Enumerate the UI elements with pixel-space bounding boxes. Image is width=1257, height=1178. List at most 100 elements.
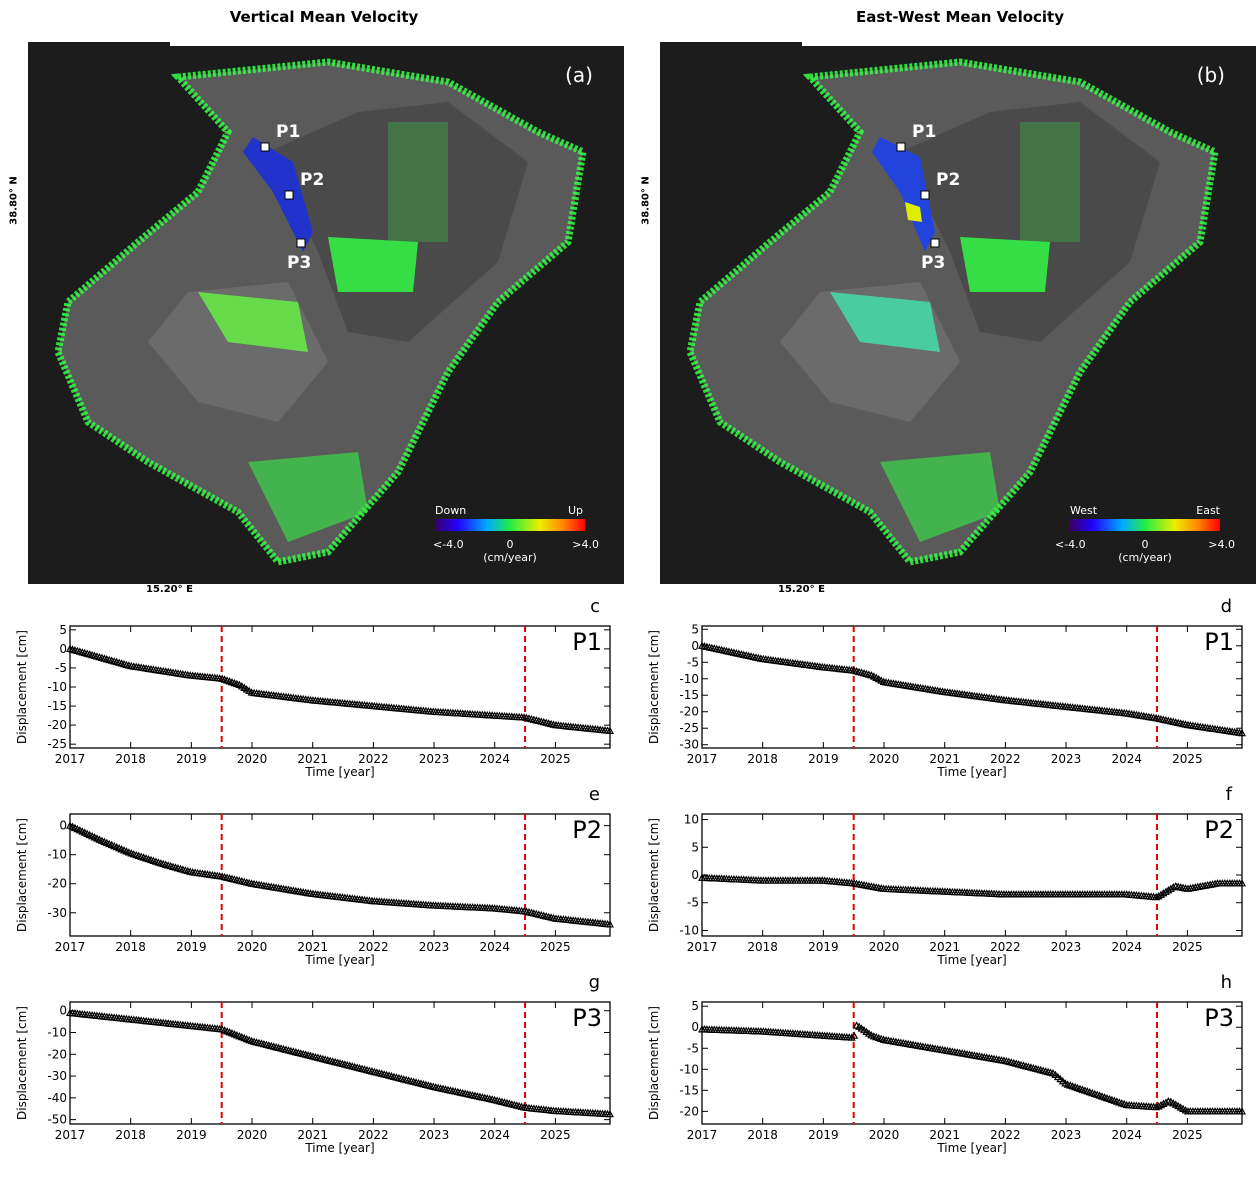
point-marker-p2: P2	[920, 170, 960, 200]
colorbar-mid-label: 0	[507, 538, 514, 551]
x-tick-label: 2019	[176, 940, 207, 954]
data-series	[697, 1021, 1247, 1115]
panel-letter: e	[589, 786, 600, 805]
x-tick-label: 2021	[929, 1128, 960, 1142]
y-tick-label: -5	[687, 655, 699, 669]
data-point	[1237, 879, 1247, 887]
point-label: P2	[572, 816, 602, 844]
y-tick-label: -20	[679, 1104, 699, 1118]
x-tick-label: 2020	[869, 940, 900, 954]
x-tick-label: 2022	[990, 940, 1021, 954]
y-tick-label: -25	[47, 737, 67, 751]
y-tick-label: 5	[59, 623, 67, 637]
point-label: P1	[572, 628, 602, 656]
x-tick-label: 2022	[358, 752, 389, 766]
y-axis-label: Displacement [cm]	[647, 818, 661, 932]
x-axis-label: Time [year]	[304, 953, 374, 967]
y-tick-label: -15	[679, 688, 699, 702]
x-tick-label: 2020	[869, 752, 900, 766]
y-tick-label: 0	[59, 642, 67, 656]
x-tick-label: 2020	[237, 1128, 268, 1142]
y-tick-label: -30	[47, 906, 67, 920]
point-marker-p2: P2	[284, 170, 324, 200]
y-tick-label: 5	[691, 622, 699, 636]
data-point	[1237, 728, 1247, 737]
point-label: P1	[912, 122, 936, 142]
y-axis-label: Displacement [cm]	[647, 630, 661, 744]
x-tick-label: 2025	[1172, 940, 1203, 954]
data-point	[605, 920, 615, 928]
y-axis-label: Displacement [cm]	[15, 1006, 29, 1120]
x-tick-label: 2022	[358, 940, 389, 954]
x-tick-label: 2018	[115, 752, 146, 766]
x-tick-label: 2019	[176, 1128, 207, 1142]
colorbar: West East <-4.0 0 >4.0 (cm/year)	[1055, 504, 1235, 564]
y-tick-label: -15	[47, 699, 67, 713]
x-axis-label: Time [year]	[936, 765, 1006, 779]
x-tick-label: 2021	[297, 752, 328, 766]
x-tick-label: 2022	[990, 752, 1021, 766]
data-series	[65, 644, 615, 734]
colorbar-gradient	[1070, 519, 1220, 531]
y-tick-label: -5	[55, 661, 67, 675]
y-tick-label: 0	[59, 819, 67, 833]
x-tick-label: 2018	[115, 940, 146, 954]
y-tick-label: 10	[684, 813, 699, 827]
data-series	[65, 821, 615, 928]
y-tick-label: 0	[59, 1004, 67, 1018]
y-tick-label: -20	[47, 1047, 67, 1061]
plot-frame	[69, 625, 611, 749]
map-b-lon-label: 15.20° E	[778, 584, 825, 595]
x-axis-label: Time [year]	[936, 1141, 1006, 1155]
point-label: P3	[921, 253, 945, 273]
colorbar-left-label: Down	[435, 504, 466, 517]
timeseries-h: h 2017 2018 2019 2020 2021 2022 2023 2024 2025 5 0 -…	[647, 974, 1247, 1155]
x-tick-label: 2025	[540, 940, 571, 954]
x-tick-label: 2023	[419, 752, 450, 766]
y-tick-label: -20	[47, 877, 67, 891]
x-tick-label: 2017	[687, 752, 718, 766]
point-label: P1	[1204, 628, 1234, 656]
colorbar-unit: (cm/year)	[483, 551, 537, 564]
x-tick-label: 2017	[687, 1128, 718, 1142]
data-point	[847, 1033, 856, 1041]
colorbar-unit: (cm/year)	[1118, 551, 1172, 564]
subsidence-zone	[243, 137, 313, 252]
x-tick-label: 2023	[1051, 940, 1082, 954]
y-tick-label: 5	[691, 999, 699, 1013]
point-label: P3	[572, 1004, 602, 1032]
point-label: P2	[1204, 816, 1234, 844]
timeseries-c: c 2017 2018 2019 2020 2021 2022 2023 2024 2025 5 0 -…	[15, 598, 615, 779]
panel-label: (b)	[1197, 63, 1225, 87]
y-axis-label: Displacement [cm]	[15, 630, 29, 744]
colorbar-gradient	[435, 519, 585, 531]
x-axis-label: Time [year]	[304, 1141, 374, 1155]
y-tick-label: -10	[679, 672, 699, 686]
x-tick-label: 2019	[808, 1128, 839, 1142]
point-marker-p3: P3	[287, 238, 311, 273]
x-tick-label: 2018	[747, 940, 778, 954]
map-panel-a: (a) P1 P2 P3 Down Up <-4.0 0 >4.0 (cm/ye…	[28, 42, 624, 584]
plot-frame	[69, 813, 611, 937]
point-marker-p1: P1	[260, 122, 300, 152]
y-tick-label: -10	[679, 1062, 699, 1076]
y-tick-label: -20	[47, 718, 67, 732]
x-tick-label: 2017	[55, 940, 86, 954]
y-tick-label: -10	[679, 923, 699, 937]
x-tick-label: 2017	[55, 1128, 86, 1142]
x-tick-label: 2022	[358, 1128, 389, 1142]
panel-label: (a)	[565, 63, 593, 87]
colorbar-left-label: West	[1070, 504, 1098, 517]
plot-frame	[701, 625, 1243, 749]
x-tick-label: 2019	[808, 940, 839, 954]
data-point	[1169, 883, 1178, 891]
y-tick-label: -40	[47, 1091, 67, 1105]
point-label: P2	[936, 170, 960, 190]
y-tick-label: 0	[691, 868, 699, 882]
x-tick-label: 2024	[479, 1128, 510, 1142]
map-b-title: East-West Mean Velocity	[855, 8, 1065, 26]
x-tick-label: 2025	[1172, 752, 1203, 766]
y-tick-label: -30	[47, 1069, 67, 1083]
x-tick-label: 2021	[297, 1128, 328, 1142]
y-tick-label: -10	[47, 848, 67, 862]
